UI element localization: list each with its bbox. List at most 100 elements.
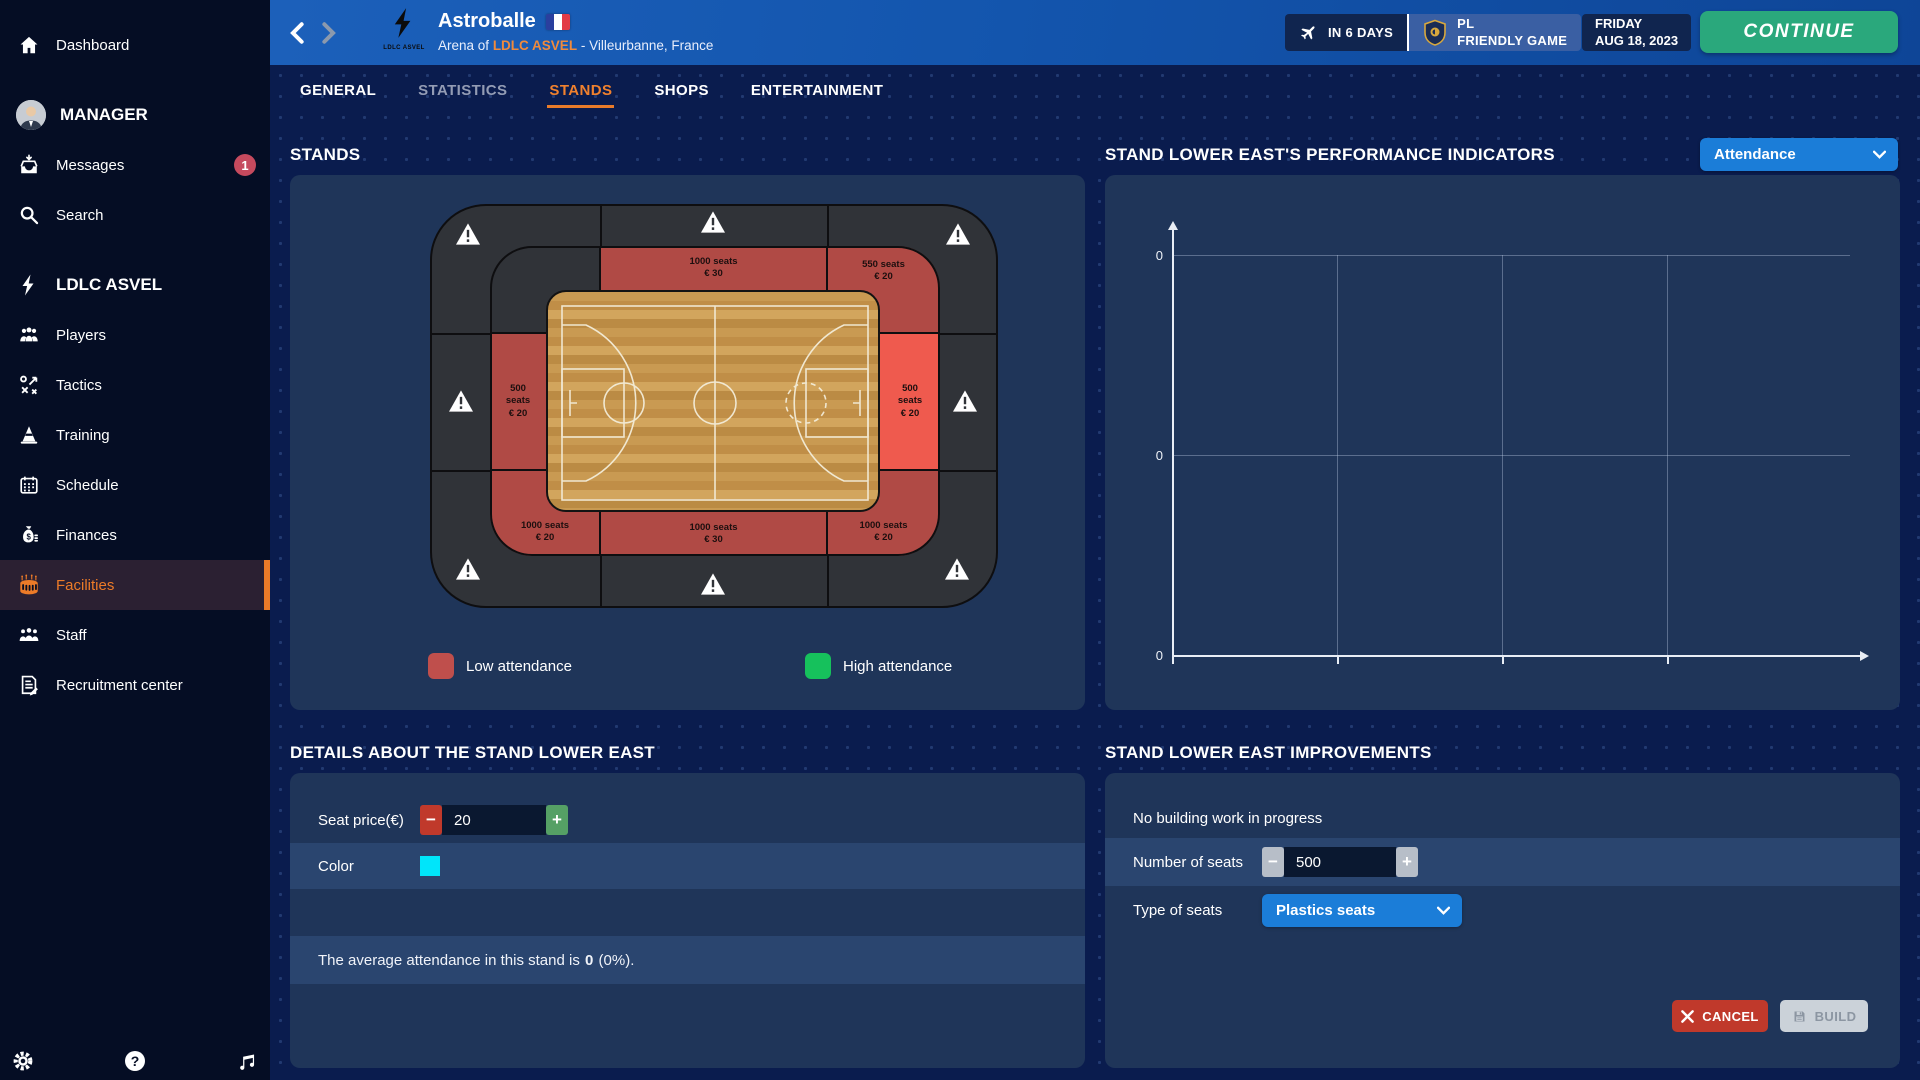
- sidebar-item-club[interactable]: LDLC ASVEL: [0, 260, 270, 310]
- performance-metric-dropdown[interactable]: Attendance: [1700, 138, 1898, 171]
- warning-icon: [456, 558, 480, 580]
- stand-lower-west[interactable]: 500 seats € 20: [490, 333, 546, 470]
- money-bag-icon: $: [16, 522, 42, 548]
- tactics-icon: [16, 372, 42, 398]
- sidebar-item-label: LDLC ASVEL: [56, 275, 163, 294]
- increase-price-button[interactable]: +: [546, 805, 568, 835]
- tab-statistics[interactable]: STATISTICS: [418, 81, 508, 99]
- tab-stands[interactable]: STANDS: [547, 68, 615, 113]
- warning-icon: [946, 223, 970, 245]
- number-of-seats-label: Number of seats: [1133, 853, 1244, 871]
- home-icon: [16, 32, 42, 58]
- cancel-button[interactable]: CANCEL: [1672, 1000, 1768, 1032]
- inbox-icon: [16, 152, 42, 178]
- arena-subtitle: Arena of LDLC ASVEL - Villeurbanne, Fran…: [438, 38, 714, 53]
- logo-text: LDLC ASVEL: [383, 45, 425, 51]
- stand-lower-north[interactable]: 1000 seats € 30: [600, 246, 827, 290]
- stand-lower-south[interactable]: 1000 seats € 30: [600, 512, 827, 556]
- warning-icon: [945, 558, 969, 580]
- help-icon[interactable]: ?: [122, 1048, 148, 1074]
- warning-icon: [701, 573, 725, 595]
- sidebar: Dashboard MANAGER Messages 1 Search LDLC…: [0, 0, 270, 1080]
- next-match-countdown-chip[interactable]: IN 6 DAYS: [1285, 14, 1408, 51]
- sidebar-item-staff[interactable]: Staff: [0, 610, 270, 660]
- basketball-court: [546, 290, 880, 512]
- high-attendance-swatch: [805, 653, 831, 679]
- sidebar-footer: ?: [0, 1048, 270, 1074]
- warning-icon: [953, 390, 977, 412]
- arena-title: Astroballe: [438, 10, 536, 32]
- improvements-panel-title: STAND LOWER EAST IMPROVEMENTS: [1105, 743, 1432, 762]
- tab-bar: GENERAL STATISTICS STANDS SHOPS ENTERTAI…: [298, 65, 885, 115]
- stands-panel-title: STANDS: [290, 145, 361, 164]
- competition-shield-icon: [1424, 19, 1446, 46]
- building-status-row: No building work in progress: [1105, 798, 1900, 838]
- sidebar-item-facilities[interactable]: Facilities: [0, 560, 270, 610]
- stands-panel: 1000 seats € 30 550 seats € 20 500 seats…: [290, 175, 1085, 710]
- sidebar-item-dashboard[interactable]: Dashboard: [0, 20, 270, 70]
- number-of-seats-input[interactable]: 500: [1284, 847, 1396, 877]
- average-attendance-text: The average attendance in this stand is …: [318, 951, 635, 969]
- continue-button[interactable]: CONTINUE: [1700, 11, 1898, 53]
- chevron-down-icon: [1437, 906, 1450, 915]
- clipboard-pencil-icon: [16, 672, 42, 698]
- sidebar-item-label: Tactics: [56, 376, 102, 394]
- number-of-seats-stepper: − 500 +: [1262, 847, 1418, 877]
- y-tick-label: 0: [1155, 648, 1163, 663]
- sidebar-item-players[interactable]: Players: [0, 310, 270, 360]
- building-status-text: No building work in progress: [1133, 809, 1323, 827]
- sidebar-item-finances[interactable]: $ Finances: [0, 510, 270, 560]
- sidebar-item-manager[interactable]: MANAGER: [0, 90, 270, 140]
- training-cone-icon: [16, 422, 42, 448]
- y-tick-label: 0: [1155, 248, 1163, 263]
- chevron-down-icon: [1873, 150, 1886, 159]
- legend-high-attendance: High attendance: [805, 653, 952, 679]
- tab-entertainment[interactable]: ENTERTAINMENT: [750, 81, 884, 99]
- seat-price-label: Seat price(€): [318, 811, 404, 829]
- seat-price-input[interactable]: 20: [442, 805, 546, 835]
- sidebar-item-tactics[interactable]: Tactics: [0, 360, 270, 410]
- type-of-seats-label: Type of seats: [1133, 901, 1223, 919]
- y-axis: [1172, 230, 1174, 657]
- sidebar-item-messages[interactable]: Messages 1: [0, 140, 270, 190]
- sidebar-item-label: Training: [56, 426, 110, 444]
- warning-icon: [449, 390, 473, 412]
- competition-chip[interactable]: PL FRIENDLY GAME: [1407, 14, 1582, 51]
- build-button[interactable]: BUILD: [1780, 1000, 1868, 1032]
- stadium-icon: [16, 572, 42, 598]
- performance-panel: 0 0 0: [1105, 175, 1900, 710]
- forward-chevron-icon[interactable]: [318, 18, 340, 48]
- settings-gear-icon[interactable]: [10, 1048, 36, 1074]
- increase-seats-button[interactable]: +: [1396, 847, 1418, 877]
- y-tick-label: 0: [1155, 448, 1163, 463]
- tab-shops[interactable]: SHOPS: [654, 81, 709, 99]
- sidebar-item-schedule[interactable]: Schedule: [0, 460, 270, 510]
- club-logo-icon: [16, 272, 42, 298]
- stand-lower-east-selected[interactable]: 500 seats € 20: [880, 333, 940, 470]
- back-chevron-icon[interactable]: [286, 18, 308, 48]
- stand-color-swatch[interactable]: [420, 856, 440, 876]
- arena-map: 1000 seats € 30 550 seats € 20 500 seats…: [430, 204, 998, 608]
- top-header: LDLC ASVEL Astroballe Arena of LDLC ASVE…: [270, 0, 1920, 65]
- tab-general[interactable]: GENERAL: [300, 81, 377, 99]
- sidebar-item-label: Messages: [56, 156, 125, 174]
- sidebar-item-label: Schedule: [56, 476, 119, 494]
- decrease-seats-button[interactable]: −: [1262, 847, 1284, 877]
- number-of-seats-row: Number of seats − 500 +: [1105, 838, 1900, 886]
- average-attendance-row: The average attendance in this stand is …: [290, 936, 1085, 984]
- sidebar-item-label: Staff: [56, 626, 87, 644]
- warning-icon: [456, 223, 480, 245]
- decrease-price-button[interactable]: −: [420, 805, 442, 835]
- sidebar-item-search[interactable]: Search: [0, 190, 270, 240]
- music-icon[interactable]: [234, 1048, 260, 1074]
- type-of-seats-dropdown[interactable]: Plastics seats: [1262, 893, 1462, 927]
- sidebar-item-training[interactable]: Training: [0, 410, 270, 460]
- seat-price-row: Seat price(€) − 20 +: [290, 797, 1085, 843]
- sidebar-item-label: Facilities: [56, 576, 115, 594]
- sidebar-item-label: Search: [56, 206, 104, 224]
- plane-icon: [1301, 26, 1315, 40]
- performance-chart: 0 0 0: [1105, 175, 1900, 710]
- sidebar-item-recruitment[interactable]: Recruitment center: [0, 660, 270, 710]
- sidebar-item-label: Players: [56, 326, 107, 344]
- france-flag-icon: [545, 13, 570, 30]
